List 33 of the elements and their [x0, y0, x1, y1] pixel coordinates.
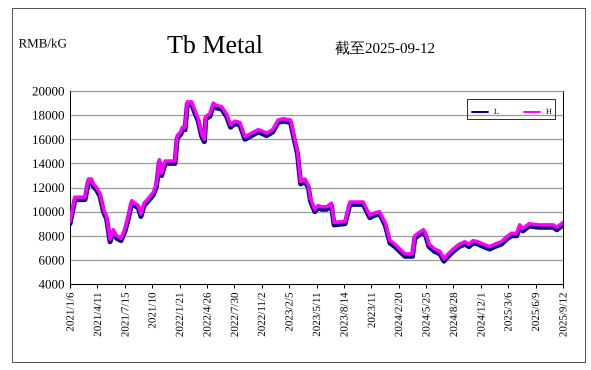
x-tick-label: 2024/12/1 — [475, 292, 488, 338]
x-tick-label: 2024/2/20 — [393, 292, 406, 338]
x-tick-label: 2024/5/25 — [420, 292, 433, 338]
chart-title: Tb Metal — [167, 30, 264, 59]
x-tick-label: 2025/6/9 — [530, 292, 542, 332]
legend-label: L — [494, 107, 499, 116]
x-tick-label: 2022/4/26 — [201, 292, 214, 338]
x-tick-label: 2025/3/6 — [502, 292, 515, 332]
x-tick-label: 2025/9/12 — [558, 292, 570, 338]
chart-subtitle: 截至2025-09-12 — [335, 40, 435, 57]
legend-label: H — [546, 107, 552, 116]
y-tick-label: 10000 — [32, 204, 64, 220]
y-tick-label: 6000 — [38, 252, 64, 268]
x-tick-label: 2022/1/21 — [174, 292, 186, 338]
y-tick-label: 20000 — [32, 84, 64, 98]
y-axis-title: RMB/kG — [18, 36, 67, 50]
x-tick-label: 2023/2/5 — [284, 292, 296, 332]
y-tick-label: 16000 — [32, 132, 64, 147]
y-tick-label: 18000 — [32, 108, 64, 123]
x-tick-label: 2023/11 — [366, 292, 378, 328]
x-tick-label: 2023/8/14 — [338, 292, 350, 338]
x-tick-label: 2022/11/2 — [256, 292, 268, 337]
y-tick-label: 8000 — [38, 228, 64, 244]
x-tick-label: 2024/8/28 — [448, 292, 460, 338]
x-tick-label: 2021/1/6 — [64, 292, 76, 332]
x-tick-label: 2022/7/30 — [228, 292, 241, 338]
x-tick-label: 2021/7/15 — [119, 292, 132, 338]
x-tick-label: 2023/5/11 — [311, 292, 323, 337]
x-tick-label: 2021/4/11 — [92, 292, 104, 337]
y-tick-label: 14000 — [32, 156, 64, 171]
y-tick-label: 12000 — [32, 180, 64, 195]
x-tick-label: 2021/10 — [146, 292, 159, 329]
y-tick-label: 4000 — [38, 276, 64, 292]
